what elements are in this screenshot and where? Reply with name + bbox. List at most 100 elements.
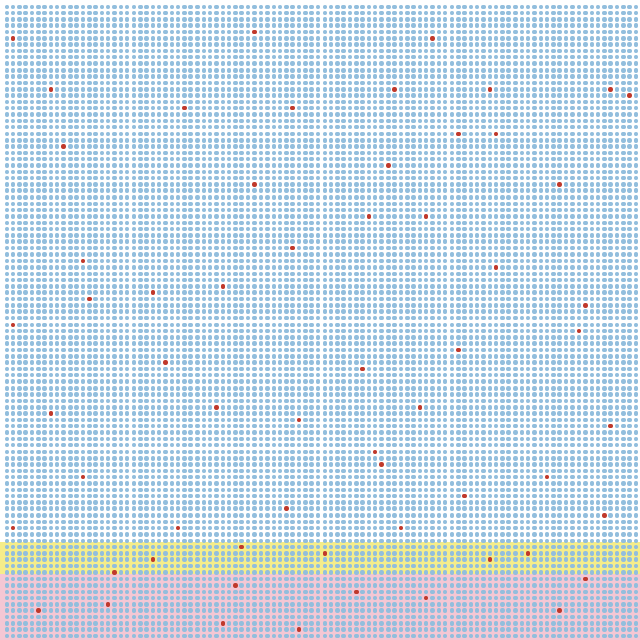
dot	[80, 284, 86, 289]
dot	[449, 4, 455, 10]
dot	[245, 271, 251, 277]
dot	[341, 163, 346, 168]
dot	[42, 214, 47, 219]
dot	[80, 207, 86, 213]
dot	[423, 182, 429, 187]
dot	[233, 124, 238, 130]
dot	[532, 163, 537, 168]
dot	[360, 4, 365, 10]
dot	[290, 112, 295, 117]
dot	[449, 214, 455, 219]
dot	[563, 42, 569, 47]
dot	[563, 284, 569, 289]
dot	[456, 195, 461, 200]
dot	[372, 68, 378, 73]
dot	[386, 87, 391, 92]
dot	[4, 188, 10, 193]
dot	[265, 4, 270, 10]
dot	[239, 112, 244, 117]
dot	[468, 105, 474, 111]
dot	[621, 201, 626, 207]
dot	[87, 36, 92, 41]
dot	[296, 156, 302, 162]
dot	[271, 68, 277, 73]
dot	[112, 284, 117, 289]
dot	[442, 195, 448, 200]
dot	[557, 10, 562, 16]
dot	[61, 226, 66, 232]
dot	[538, 169, 544, 175]
dot	[563, 220, 569, 226]
dot	[474, 290, 480, 295]
dot	[17, 188, 22, 193]
dot	[169, 239, 175, 244]
dot	[595, 150, 601, 156]
dot	[386, 54, 391, 60]
dot	[493, 188, 499, 193]
dot	[366, 258, 372, 264]
dot	[87, 233, 92, 238]
dot	[493, 156, 499, 162]
dot	[372, 290, 378, 295]
dot	[360, 112, 365, 117]
dot	[54, 17, 60, 22]
dot	[233, 182, 238, 187]
dot	[474, 296, 480, 302]
dot	[500, 188, 505, 193]
dot	[602, 54, 607, 60]
dot	[379, 233, 384, 238]
dot	[411, 105, 416, 111]
dot	[4, 150, 10, 156]
dot	[80, 252, 86, 257]
dot	[271, 207, 277, 213]
dot	[583, 23, 588, 28]
dot	[405, 201, 410, 207]
dot	[347, 112, 353, 117]
dot	[169, 207, 175, 213]
dot	[226, 195, 232, 200]
dot	[258, 303, 264, 308]
dot	[595, 290, 601, 295]
dot	[570, 48, 575, 54]
dot	[372, 87, 378, 92]
dot	[42, 61, 47, 66]
dot	[449, 296, 455, 302]
dot	[532, 195, 537, 200]
dot	[131, 112, 137, 117]
dot	[4, 169, 10, 175]
dot	[335, 144, 340, 149]
dot	[220, 201, 226, 207]
dot	[462, 245, 467, 251]
dot	[379, 138, 384, 143]
dot	[462, 233, 467, 238]
dot	[112, 239, 117, 244]
dot	[602, 124, 607, 130]
dot	[506, 61, 511, 66]
dot	[150, 48, 156, 54]
dot	[430, 290, 435, 295]
dot	[341, 150, 346, 156]
dot	[42, 195, 47, 200]
dot	[303, 214, 308, 219]
dot	[570, 252, 575, 257]
dot	[372, 182, 378, 187]
dot	[17, 93, 22, 98]
dot	[163, 277, 168, 283]
dot	[118, 220, 124, 226]
dot	[398, 112, 404, 117]
dot	[296, 258, 302, 264]
dot	[118, 150, 124, 156]
dot	[4, 284, 10, 289]
dot	[341, 265, 346, 270]
dot	[544, 42, 550, 47]
dot	[29, 80, 35, 86]
dot	[602, 195, 607, 200]
dot	[80, 233, 86, 238]
dot	[525, 68, 531, 73]
dot	[468, 131, 474, 137]
dot	[608, 42, 613, 47]
dot	[124, 201, 130, 207]
dot	[48, 258, 54, 264]
dot	[563, 303, 569, 308]
dot	[10, 309, 16, 314]
